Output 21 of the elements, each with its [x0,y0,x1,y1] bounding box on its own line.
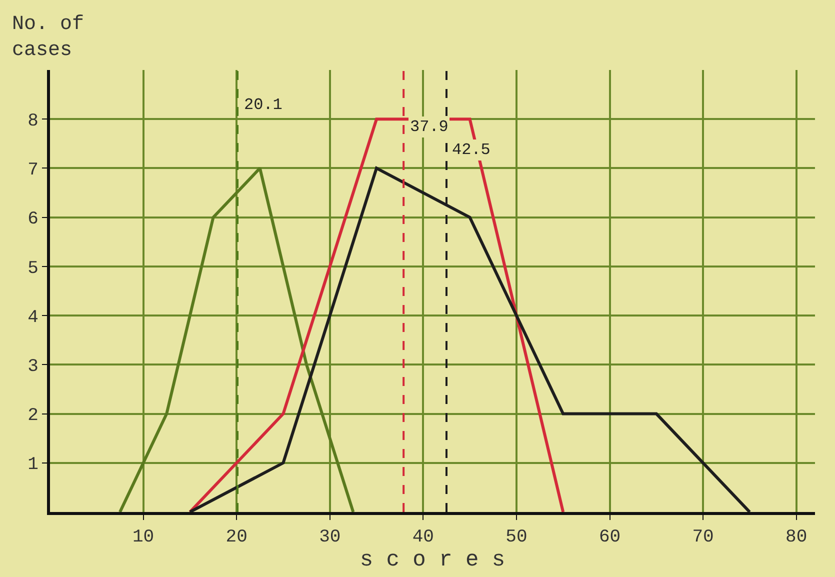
x-axis-title: s c o r e s [360,548,506,573]
y-tick-label: 1 [28,455,38,476]
x-tick-label: 60 [598,528,621,548]
x-tick-label: 20 [226,528,248,548]
x-tick-label: 30 [319,528,341,548]
x-tick-label: 40 [412,528,434,548]
ref-line-label: 42.5 [452,141,490,159]
x-tick-label: 80 [786,528,808,548]
y-tick-label: 3 [28,356,38,377]
ref-line-label: 37.9 [410,118,448,136]
y-axis-title: No. of cases [12,13,84,62]
x-tick-label: 50 [506,528,528,548]
y-tick-label: 4 [28,308,38,328]
x-tick-label: 70 [692,528,714,548]
y-tick-label: 6 [28,210,38,230]
x-tick-label: 10 [132,528,154,548]
y-tick-label: 7 [28,160,38,181]
y-tick-label: 2 [28,406,38,426]
y-tick-label: 5 [28,258,38,279]
y-tick-label: 8 [28,111,38,132]
ref-line-label: 20.1 [244,96,282,114]
